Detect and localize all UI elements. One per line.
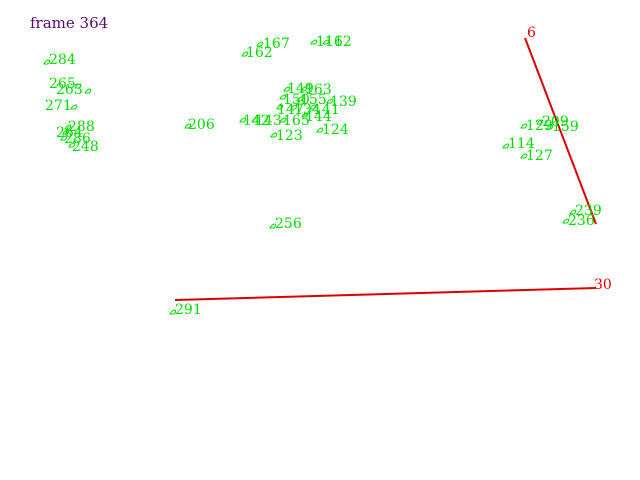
- point-marker-155: [296, 96, 304, 102]
- point-label-271: 271: [45, 98, 72, 114]
- frame-title: frame 364: [30, 14, 109, 32]
- point-marker-141: [309, 104, 317, 110]
- point-marker-111: [310, 39, 318, 45]
- point-label-134: 134: [294, 102, 321, 118]
- point-label-265: 265: [49, 76, 76, 92]
- track-line-6: [524, 37, 597, 225]
- point-marker-236: [562, 218, 570, 224]
- point-label-139: 139: [330, 94, 357, 110]
- point-marker-286: [60, 135, 68, 141]
- point-marker-129: [520, 123, 528, 129]
- point-label-141: 141: [313, 102, 340, 118]
- point-label-143: 143: [255, 113, 282, 129]
- point-marker-139: [326, 98, 334, 104]
- point-marker-271: [70, 104, 78, 110]
- point-marker-264: [62, 129, 70, 135]
- point-label-284: 284: [49, 52, 76, 68]
- track-line-30: [174, 287, 597, 301]
- point-label-162: 162: [325, 34, 352, 50]
- point-label-286: 286: [64, 131, 91, 147]
- point-marker-263: [84, 88, 92, 94]
- point-label-236: 236: [568, 213, 595, 229]
- point-label-124: 124: [322, 122, 349, 138]
- point-marker-284: [43, 59, 51, 65]
- point-marker-209: [536, 119, 544, 125]
- point-label-263: 263: [56, 82, 83, 98]
- point-marker-143: [251, 117, 259, 123]
- point-marker-147: [276, 104, 284, 110]
- track-line-label: 30: [594, 277, 612, 293]
- point-marker-127: [520, 153, 528, 159]
- point-marker-167: [256, 41, 264, 47]
- point-marker-123: [270, 132, 278, 138]
- point-label-144: 144: [305, 109, 332, 125]
- point-label-114: 114: [508, 136, 535, 152]
- point-marker-256: [269, 223, 277, 229]
- point-marker-124: [316, 127, 324, 133]
- point-label-163: 163: [305, 82, 332, 98]
- point-label-123: 123: [276, 128, 303, 144]
- point-marker-288: [64, 124, 72, 130]
- point-label-155: 155: [300, 92, 327, 108]
- point-label-291: 291: [175, 302, 202, 318]
- point-marker-248: [68, 142, 76, 148]
- point-label-159: 159: [552, 119, 579, 135]
- point-marker-291: [169, 309, 177, 315]
- point-marker-163: [300, 86, 308, 92]
- point-marker-165: [279, 117, 287, 123]
- point-label-129: 129: [526, 118, 553, 134]
- point-marker-162: [241, 51, 249, 57]
- point-label-150: 150: [283, 92, 310, 108]
- point-marker-144: [301, 112, 309, 118]
- track-line-label: 6: [527, 25, 536, 41]
- point-label-162: 162: [246, 45, 273, 61]
- point-label-167: 167: [263, 36, 290, 52]
- point-label-256: 256: [275, 216, 302, 232]
- point-label-288: 288: [68, 119, 95, 135]
- point-label-111: 111: [316, 34, 343, 50]
- point-marker-134: [290, 104, 298, 110]
- point-marker-162: [322, 39, 330, 45]
- point-marker-239: [569, 209, 577, 215]
- point-marker-150: [279, 94, 287, 100]
- point-marker-206: [184, 123, 192, 129]
- point-marker-114: [502, 143, 510, 149]
- point-marker-142: [239, 117, 247, 123]
- point-label-127: 127: [526, 148, 553, 164]
- point-label-239: 239: [575, 203, 602, 219]
- point-marker-149: [283, 86, 291, 92]
- point-marker-159: [546, 124, 554, 130]
- point-label-149: 149: [287, 81, 314, 97]
- point-marker-265: [74, 83, 82, 89]
- point-label-248: 248: [72, 139, 99, 155]
- point-label-206: 206: [188, 117, 215, 133]
